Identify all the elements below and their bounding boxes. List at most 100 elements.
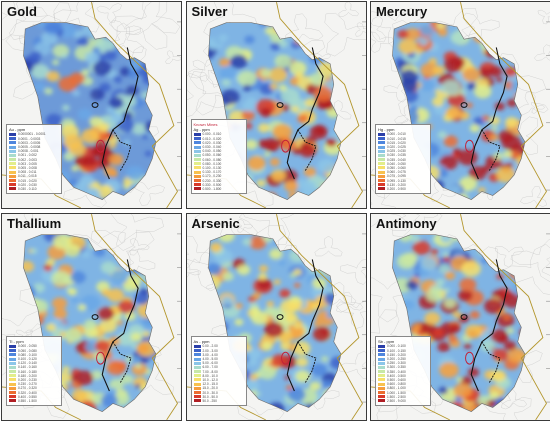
legend-swatch	[193, 179, 201, 183]
pit-outline	[460, 314, 468, 320]
legend-note: Known Mines	[193, 122, 218, 128]
legend-swatch	[378, 132, 385, 136]
legend-swatch	[9, 349, 16, 353]
mine-outline	[280, 351, 290, 365]
legend-row: 3.00 - 4.00	[193, 353, 244, 357]
legend-range: 12.0 - 15.0	[202, 382, 218, 387]
map-panel-gold: Gold Au - ppm 0.0000001 - 0.0001 0.0001 - 0…	[1, 1, 182, 209]
legend-range: 0.170 - 0.230	[202, 174, 222, 179]
legend-row: 0.003 - 0.005	[9, 162, 59, 166]
claim-boundary-east	[275, 214, 363, 420]
legend-swatch	[378, 179, 385, 183]
claim-boundary-east	[91, 2, 178, 208]
legend-range: 0.140 - 0.160	[18, 365, 37, 370]
legend-swatch	[9, 382, 16, 386]
legend-swatch	[193, 132, 201, 136]
legend-swatch	[193, 386, 201, 390]
legend-row: 0.500 - 1.800	[193, 186, 244, 191]
legend-row: 0.000 - 0.050	[9, 344, 59, 348]
legend-range: 0.200 - 0.250	[387, 357, 406, 362]
fault-line	[101, 47, 139, 180]
legend-swatch	[193, 187, 201, 191]
legend-row: 0.050 - 0.060	[378, 166, 428, 170]
fault-line	[101, 259, 139, 392]
legend-swatch	[9, 353, 16, 357]
fault-line	[286, 259, 324, 392]
legend-range: 0.008 - 0.011	[18, 170, 37, 175]
legend-row: 0.300 - 0.350	[378, 365, 428, 369]
legend-row: 0.100 - 0.120	[9, 357, 59, 361]
legend-row: 0.550 - 1.500	[9, 399, 59, 403]
legend-row: 0.011 - 0.015	[9, 174, 59, 178]
panel-title: Gold	[7, 4, 38, 19]
legend-heading: Sb - ppm	[378, 339, 395, 345]
legend-row: 0.230 - 0.330	[193, 178, 244, 183]
fault-line-dashed	[481, 341, 501, 384]
legend-swatch	[378, 365, 385, 369]
fault-line	[286, 47, 324, 180]
legend-row: 0.060 - 0.075	[378, 170, 428, 174]
legend-range: 0.500 - 1.800	[202, 186, 222, 191]
legend-range: 0.550 - 1.500	[18, 398, 37, 403]
legend-swatch	[9, 170, 16, 174]
legend-swatch	[9, 357, 16, 361]
fault-line-dashed	[297, 129, 316, 172]
legend-swatch	[378, 353, 385, 357]
legend-swatch	[378, 145, 385, 149]
legend-range: 0.270 - 0.320	[18, 386, 37, 391]
legend-row: 12.0 - 15.0	[193, 382, 244, 387]
legend-range: 2.00 - 3.00	[202, 348, 218, 353]
legend-swatch	[9, 179, 16, 183]
legend-row: 0.270 - 0.320	[9, 386, 59, 390]
legend-row: 0.150 - 0.200	[378, 353, 428, 357]
legend-range: 0.060 - 0.080	[202, 157, 222, 162]
legend-range: 1.500 - 2.500	[387, 394, 406, 399]
legend-swatch	[378, 187, 385, 191]
legend-swatch	[193, 361, 201, 365]
legend-swatch	[9, 391, 16, 395]
legend-row: 0.080 - 0.100	[193, 162, 244, 166]
panel-title: Thallium	[7, 216, 62, 231]
map-panel-silver: Silver Known Mines Ag - ppm 0.000 - 0.010 0.…	[185, 1, 367, 209]
legend: Tl - ppm 0.000 - 0.050 0.050 - 0.080 0.080 …	[6, 336, 62, 406]
legend-swatch	[193, 374, 201, 378]
fault-line-dashed	[481, 129, 501, 172]
legend-row: 0.160 - 0.180	[9, 370, 59, 374]
legend-swatch	[9, 378, 16, 382]
legend-row: 10.0 - 12.0	[193, 378, 244, 382]
legend-row: 0.020 - 0.030	[193, 141, 244, 145]
legend-swatch	[378, 378, 385, 382]
legend-range: 0.040 - 0.050	[387, 161, 406, 166]
legend-heading: As - ppm	[193, 339, 210, 345]
legend-range: 0.0008 - 0.001	[18, 149, 39, 154]
legend: Au - ppm 0.0000001 - 0.0001 0.0001 - 0.000…	[6, 124, 62, 194]
legend-row: 8.00 - 10.0	[193, 373, 244, 378]
legend-row: 0.025 - 0.030	[378, 149, 428, 153]
legend-row: 0.200 - 0.230	[9, 378, 59, 382]
legend-range: 8.00 - 10.0	[202, 373, 218, 378]
legend-swatch	[378, 382, 385, 386]
legend-range: 0.350 - 0.400	[387, 369, 406, 374]
legend-range: 0.100 - 0.130	[202, 165, 222, 170]
legend-swatch	[9, 145, 16, 149]
legend-swatch	[9, 395, 16, 399]
legend-range: 0.095 - 0.130	[387, 178, 406, 183]
legend-range: 7.00 - 8.00	[202, 369, 218, 374]
legend-range: 0.250 - 0.300	[387, 361, 406, 366]
legend-row: 0.040 - 0.050	[378, 162, 428, 166]
legend-range: 0.025 - 0.030	[387, 149, 406, 154]
legend-swatch	[378, 137, 385, 141]
legend-swatch	[193, 166, 201, 170]
legend-range: 0.160 - 0.180	[18, 369, 37, 374]
legend-row: 0.030 - 0.110	[9, 187, 59, 191]
legend-swatch	[378, 349, 385, 353]
legend-swatch	[9, 158, 16, 162]
fault-line-dashed	[297, 341, 316, 384]
map-panel-mercury: Mercury Hg - ppm 0.000 - 0.010 0.010 - 0.01…	[370, 1, 550, 209]
legend-row: 0.250 - 0.300	[378, 361, 428, 365]
legend-range: 0.230 - 0.270	[18, 382, 37, 387]
legend-row: 0.170 - 0.230	[193, 174, 244, 179]
legend-range: 0.130 - 0.170	[202, 170, 222, 175]
legend-range: 0.800 - 1.000	[387, 386, 406, 391]
legend-row: 0.030 - 0.035	[378, 153, 428, 157]
